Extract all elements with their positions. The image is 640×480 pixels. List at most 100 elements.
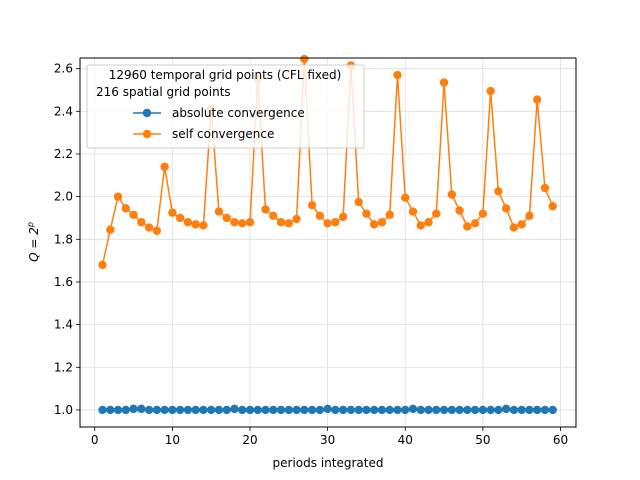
- data-point: [424, 405, 433, 415]
- data-point: [106, 405, 115, 415]
- data-point: [416, 221, 425, 230]
- data-point: [463, 405, 472, 415]
- data-point: [191, 405, 200, 415]
- data-point: [152, 405, 162, 415]
- data-point: [144, 405, 154, 415]
- legend-entry: absolute convergence: [133, 106, 305, 120]
- data-point: [276, 405, 286, 415]
- data-point: [113, 405, 123, 415]
- legend: 12960 temporal grid points (CFL fixed) 2…: [86, 64, 365, 149]
- x-tick-label: 30: [320, 433, 335, 447]
- data-point: [377, 218, 387, 227]
- data-point: [98, 405, 107, 415]
- y-axis-label: Q = 2p: [26, 222, 41, 262]
- legend-label: absolute convergence: [172, 106, 305, 120]
- data-point: [486, 405, 495, 415]
- data-point: [183, 405, 193, 415]
- data-point: [238, 405, 247, 415]
- data-point: [129, 404, 138, 414]
- x-tick-label: 20: [242, 433, 257, 447]
- data-point: [98, 260, 107, 270]
- data-point: [160, 405, 169, 415]
- data-point: [354, 197, 363, 207]
- data-point: [168, 208, 177, 217]
- data-point: [284, 219, 294, 228]
- y-tick-label: 1.0: [54, 403, 73, 417]
- y-tick-label: 1.8: [54, 232, 73, 246]
- data-point: [362, 209, 371, 218]
- data-point: [300, 405, 309, 415]
- x-tick-label: 0: [91, 433, 99, 447]
- data-point: [424, 218, 433, 227]
- series-layer: [98, 54, 557, 415]
- data-point: [269, 405, 278, 415]
- data-point: [144, 223, 154, 232]
- data-point: [478, 209, 488, 218]
- data-point: [222, 213, 231, 223]
- data-point: [478, 405, 488, 415]
- data-point: [191, 220, 200, 229]
- data-point: [532, 95, 542, 104]
- grid-lines: [80, 58, 576, 427]
- data-point: [517, 220, 526, 229]
- data-point: [214, 405, 224, 415]
- data-point: [416, 405, 425, 415]
- data-point: [439, 78, 449, 87]
- data-point: [455, 206, 464, 215]
- data-point: [486, 86, 495, 96]
- data-point: [214, 207, 224, 216]
- data-point: [447, 190, 457, 199]
- data-point: [501, 204, 511, 213]
- x-axis-label: periods integrated: [273, 456, 384, 470]
- data-point: [292, 214, 301, 224]
- data-point: [385, 210, 394, 219]
- data-point: [331, 405, 340, 415]
- data-point: [307, 200, 317, 210]
- data-point: [269, 211, 278, 221]
- legend-marker: [142, 129, 152, 139]
- data-point: [385, 405, 394, 415]
- data-point: [183, 218, 193, 227]
- data-point: [276, 218, 286, 227]
- data-point: [230, 218, 239, 227]
- data-point: [245, 218, 255, 227]
- y-tick-label: 1.6: [54, 275, 73, 289]
- data-point: [292, 405, 301, 415]
- data-point: [525, 211, 534, 221]
- y-tick-label: 2.0: [54, 190, 73, 204]
- data-point: [121, 204, 130, 213]
- data-point: [199, 405, 208, 415]
- data-point: [323, 219, 332, 228]
- data-point: [401, 405, 410, 415]
- x-tick-label: 60: [553, 433, 568, 447]
- data-point: [401, 193, 410, 202]
- data-point: [470, 219, 480, 228]
- y-axis-label-exponent: p: [26, 222, 35, 228]
- y-tick-label: 1.2: [54, 360, 73, 374]
- data-point: [338, 212, 348, 222]
- data-point: [106, 225, 115, 234]
- data-point: [393, 405, 402, 415]
- data-point: [323, 404, 332, 414]
- data-point: [199, 221, 208, 230]
- x-tick-label: 10: [165, 433, 180, 447]
- data-point: [447, 405, 457, 415]
- legend-entries: absolute convergence self convergence: [133, 106, 305, 141]
- data-point: [369, 405, 379, 415]
- data-point: [362, 405, 371, 415]
- data-point: [245, 405, 255, 415]
- data-point: [300, 54, 309, 64]
- data-point: [369, 220, 379, 229]
- x-tick-label: 40: [398, 433, 413, 447]
- y-tick-label: 2.6: [54, 62, 73, 76]
- y-tick-label: 1.4: [54, 318, 73, 332]
- data-point: [230, 404, 239, 414]
- data-point: [509, 405, 519, 415]
- data-point: [284, 405, 294, 415]
- data-point: [432, 209, 441, 218]
- data-point: [509, 223, 519, 232]
- data-point: [463, 222, 472, 231]
- legend-box: [86, 64, 365, 149]
- y-tick-label: 2.2: [54, 147, 73, 161]
